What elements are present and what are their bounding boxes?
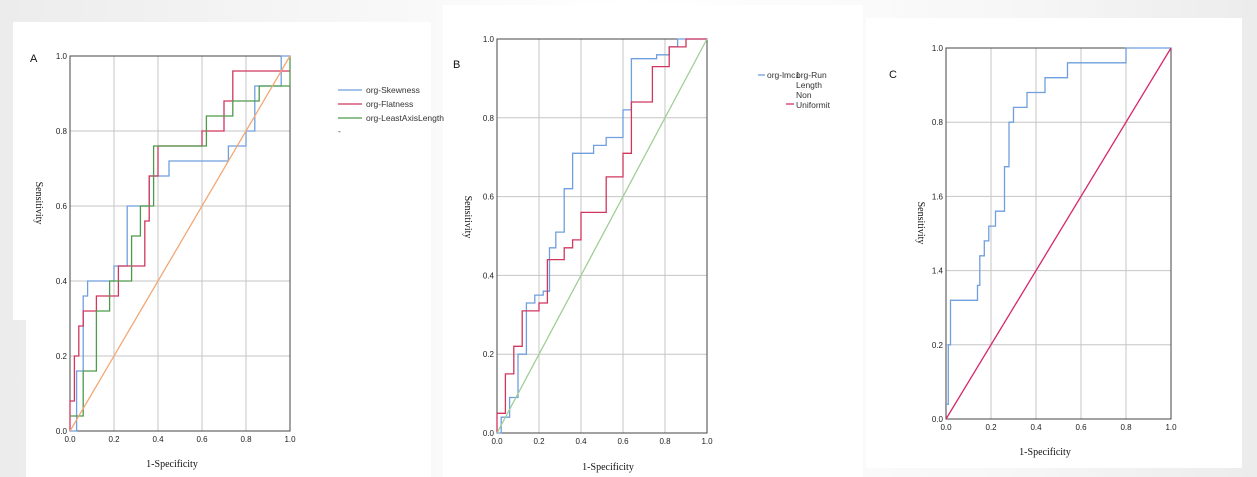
chart-a-y-tick-label: 0.0 (56, 427, 68, 436)
chart-b-y-axis-label: Sensitivity (462, 196, 473, 239)
chart-b-series-reference-line (496, 38, 708, 434)
chart-b-y-tick-label: 1.0 (483, 35, 495, 44)
chart-a-legend-marker: - (338, 126, 341, 136)
chart-a-x-tick-label: 1.0 (284, 435, 296, 444)
chart-c-plot-frame (945, 47, 1172, 420)
chart-a-y-axis-label: Sensitivity (33, 182, 44, 225)
panel-a-lower (26, 300, 431, 477)
chart-a-y-tick-label: 0.2 (56, 352, 68, 361)
chart-a-legend-label: org-Flatness (366, 99, 413, 109)
chart-b-panel-label: B (453, 59, 460, 71)
chart-b-y-tick-label: 0.4 (483, 271, 495, 280)
chart-a-plot-frame (69, 55, 291, 432)
chart-a-x-tick-label: 0.6 (196, 435, 208, 444)
chart-b-y-tick-label: 0.2 (483, 350, 495, 359)
chart-c-y-tick-label: 1.4 (932, 267, 944, 276)
chart-c-x-tick-label: 0.8 (1120, 423, 1132, 432)
chart-a-series-line-1 (69, 70, 290, 431)
chart-c-x-tick-label: 0.4 (1030, 423, 1042, 432)
chart-c-series-line-0 (946, 47, 1171, 405)
chart-c-y-axis-label: Sensitivity (915, 202, 926, 245)
chart-b-series-line-1 (496, 38, 707, 433)
chart-b-x-tick-label: 0.2 (533, 437, 545, 446)
chart-c-series-reference-line (945, 47, 1172, 420)
chart-c-x-tick-label: 0.6 (1075, 423, 1087, 432)
chart-a-panel-label: A (30, 53, 38, 65)
chart-c-y-tick-label: 0.2 (932, 341, 944, 350)
chart-c-x-axis-label: 1-Specificity (1019, 447, 1071, 458)
chart-b-x-axis-label: 1-Specificity (582, 462, 634, 473)
chart-a-y-tick-label: 0.6 (56, 202, 68, 211)
chart-a-x-tick-label: 0.0 (64, 435, 76, 444)
chart-a-series-line-2 (70, 56, 291, 417)
chart-b-x-tick-label: 0.8 (659, 437, 671, 446)
chart-c-x-tick-label: 0.2 (985, 423, 997, 432)
chart-c-x-tick-label: 0.0 (940, 423, 952, 432)
chart-b-legend-label: org-Run Length (796, 70, 827, 90)
chart-a-x-tick-label: 0.4 (152, 435, 164, 444)
chart-b-y-tick-label: 0.6 (483, 193, 495, 202)
chart-a-x-tick-label: 0.8 (240, 435, 252, 444)
chart-b-legend-label: Non Uniformit (796, 90, 831, 110)
chart-a-x-tick-label: 0.2 (108, 435, 120, 444)
chart-a-series-reference-line (69, 55, 291, 432)
chart-c-x-tick-label: 1.0 (1165, 423, 1177, 432)
chart-c-y-tick-label: 1.0 (932, 44, 944, 53)
chart-c-panel-label: C (889, 69, 897, 81)
chart-a-y-tick-label: 0.4 (56, 277, 68, 286)
chart-a-y-tick-label: 0.8 (56, 127, 68, 136)
chart-b-y-tick-label: 0.8 (483, 114, 495, 123)
chart-c-y-tick-label: 0.8 (932, 118, 944, 127)
chart-b-x-tick-label: 1.0 (701, 437, 713, 446)
chart-b-x-tick-label: 0.0 (491, 437, 503, 446)
chart-a-legend-label: org-Skewness (366, 85, 420, 95)
chart-b-x-tick-label: 0.6 (617, 437, 629, 446)
panel-c (866, 18, 1242, 468)
chart-a-y-tick-label: 1.0 (56, 52, 68, 61)
chart-a-legend-label: org-LeastAxisLength (366, 113, 444, 123)
chart-b-x-tick-label: 0.4 (575, 437, 587, 446)
chart-b-series-line-0 (497, 38, 707, 434)
chart-c-y-tick-label: 0.0 (932, 415, 944, 424)
chart-c-y-tick-label: 1.6 (932, 192, 944, 201)
chart-b-y-tick-label: 0.0 (483, 429, 495, 438)
chart-a-x-axis-label: 1-Specificity (146, 459, 198, 470)
chart-b-plot-frame (496, 38, 708, 434)
chart-b-legend-label: org-lmc1 (767, 70, 800, 80)
